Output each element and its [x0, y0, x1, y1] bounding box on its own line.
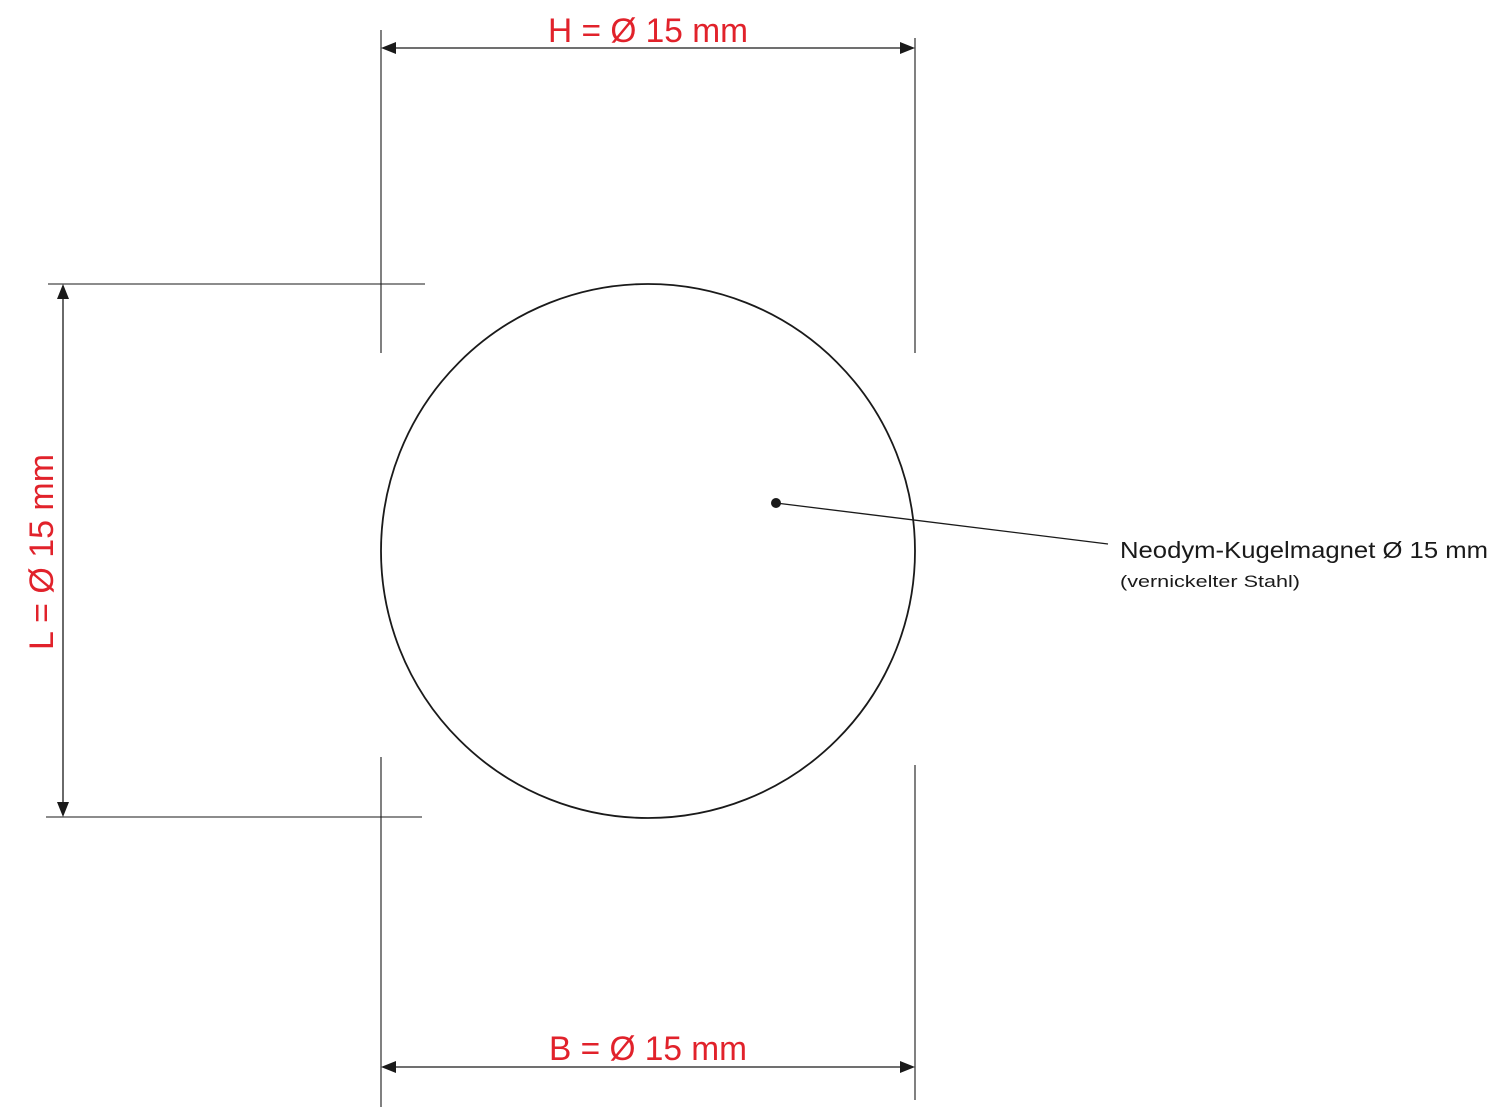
arrow-down-icon — [57, 802, 69, 817]
callout-leader — [771, 498, 1109, 545]
width-dimension: B = Ø 15 mm — [381, 1030, 915, 1073]
callout-title: Neodym-Kugelmagnet Ø 15 mm — [1120, 537, 1488, 563]
callout-subtitle: (vernickelter Stahl) — [1120, 572, 1300, 591]
leader-line — [775, 502, 1109, 545]
length-dimension-label: L = Ø 15 mm — [23, 454, 61, 650]
height-dimension: H = Ø 15 mm — [381, 12, 915, 54]
arrow-right-icon — [900, 42, 915, 54]
length-dimension: L = Ø 15 mm — [23, 284, 69, 817]
arrow-left-icon — [381, 42, 396, 54]
arrow-up-icon — [57, 284, 69, 299]
height-dimension-label: H = Ø 15 mm — [548, 12, 748, 50]
arrow-left-icon — [381, 1061, 396, 1073]
width-dimension-label: B = Ø 15 mm — [549, 1030, 747, 1068]
callout: Neodym-Kugelmagnet Ø 15 mm (vernickelter… — [1120, 537, 1488, 591]
magnet-sphere-outline — [380, 283, 916, 819]
leader-dot-icon — [771, 498, 781, 508]
arrow-right-icon — [900, 1061, 915, 1073]
